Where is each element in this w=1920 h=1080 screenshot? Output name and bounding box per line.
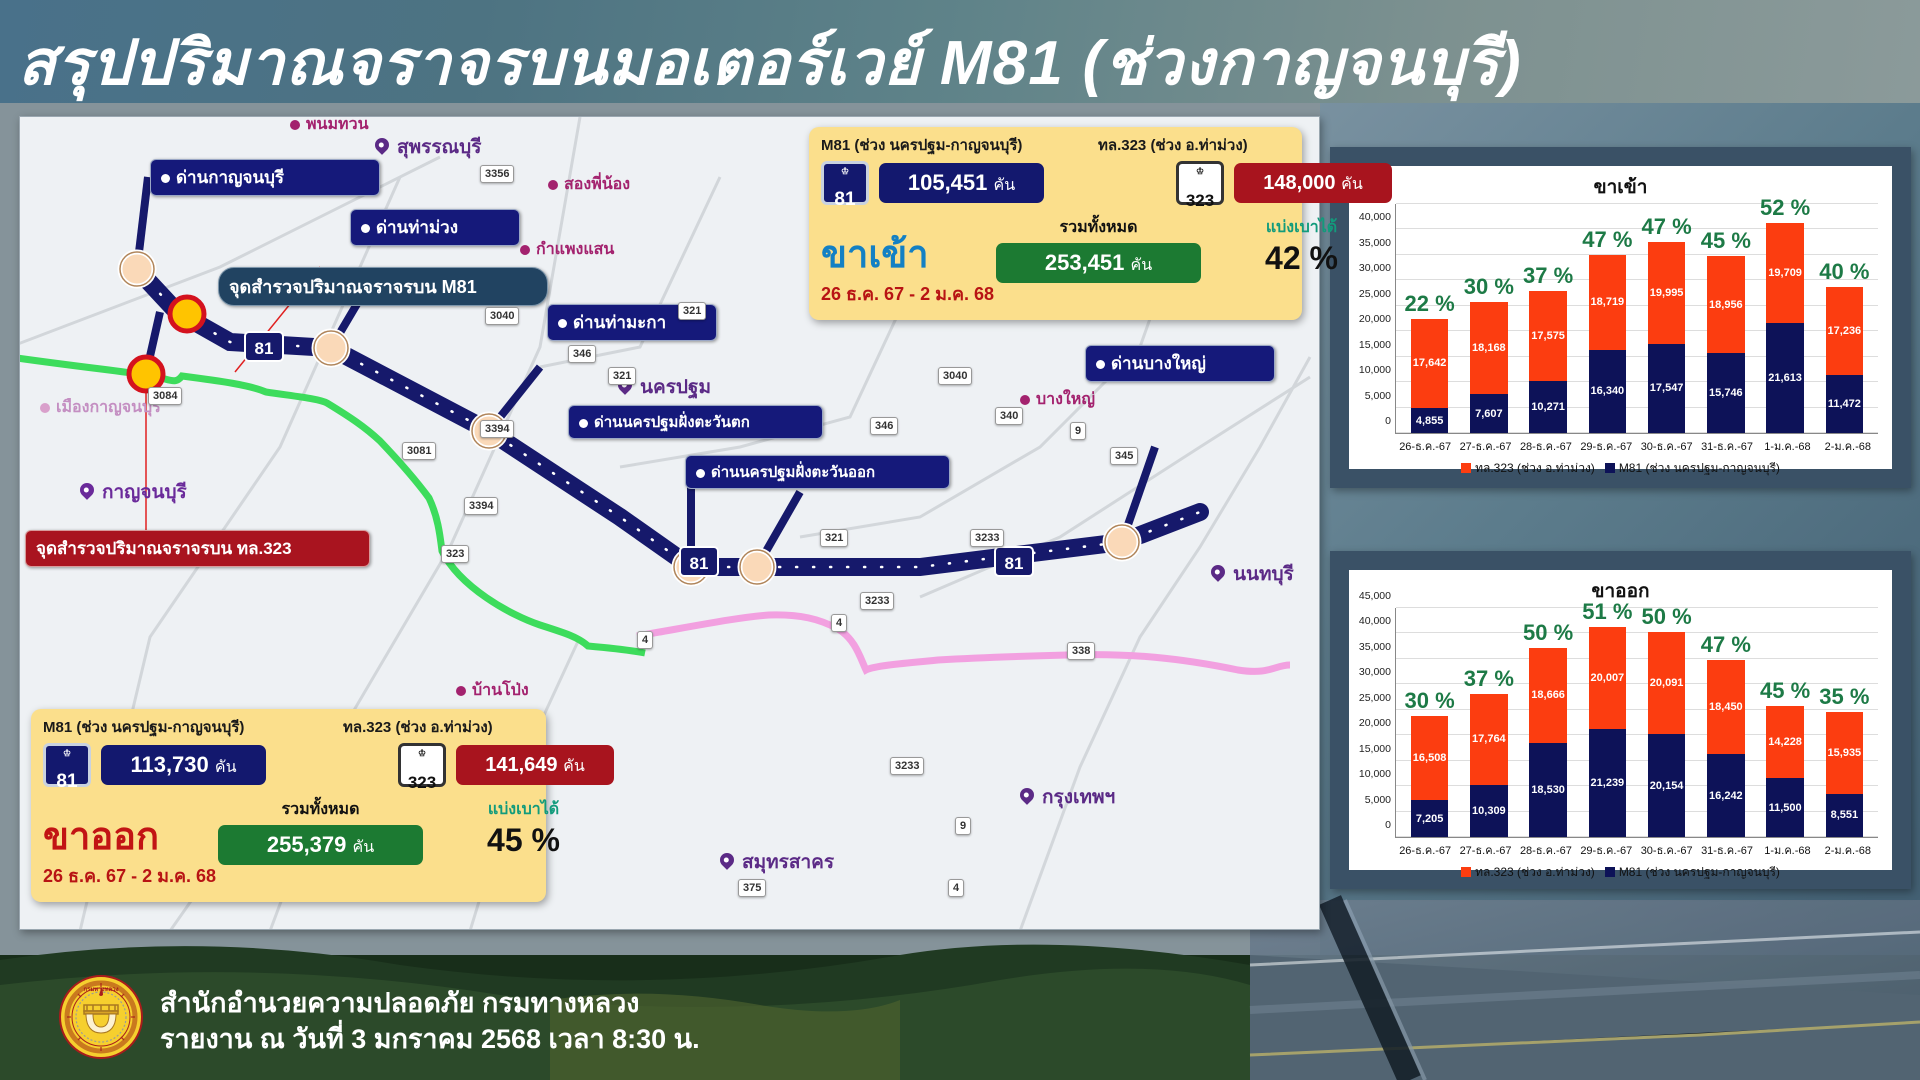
- svg-text:81: 81: [1005, 554, 1024, 573]
- svg-text:81: 81: [690, 554, 709, 573]
- svg-text:81: 81: [255, 339, 274, 358]
